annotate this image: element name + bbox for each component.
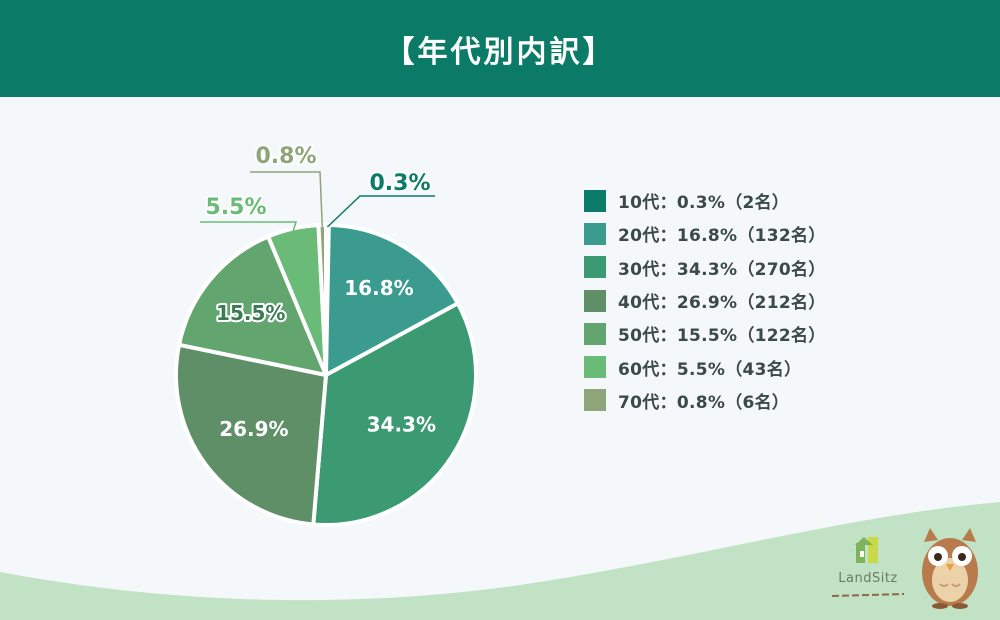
house-logo-icon bbox=[855, 537, 878, 563]
data-label-60代: 5.5% bbox=[205, 195, 266, 220]
legend-label: 30代：34.3%（270名） bbox=[618, 259, 826, 280]
brand-underline-icon bbox=[831, 593, 905, 597]
page-title: 【年代別内訳】 bbox=[384, 34, 616, 70]
data-label-10代: 0.3% bbox=[369, 171, 430, 196]
legend-item-50代: 50代：15.5%（122名） bbox=[584, 317, 826, 350]
legend-swatch bbox=[584, 256, 606, 279]
leader-line-10代 bbox=[326, 195, 435, 228]
legend-swatch bbox=[584, 222, 606, 245]
legend-label: 40代：26.9%（212名） bbox=[618, 293, 826, 314]
legend-label: 10代：0.3%（2名） bbox=[618, 193, 790, 214]
leader-line-60代 bbox=[200, 221, 298, 231]
brand-name: LandSitz bbox=[838, 571, 898, 586]
legend-swatch bbox=[584, 389, 606, 412]
owl-mascot-icon bbox=[922, 528, 978, 609]
legend-item-20代: 20代：16.8%（132名） bbox=[584, 217, 826, 250]
legend-swatch bbox=[584, 356, 606, 379]
pie-slice-20代 bbox=[324, 223, 460, 377]
brand-logo: LandSitz bbox=[826, 533, 910, 605]
legend-item-70代: 70代：0.8%（6名） bbox=[584, 384, 826, 417]
data-label-70代: 0.8% bbox=[255, 144, 316, 169]
data-label-50代: 15.5% bbox=[216, 301, 285, 325]
legend-swatch bbox=[584, 189, 606, 212]
legend-label: 20代：16.8%（132名） bbox=[618, 226, 826, 247]
header-bar: 【年代別内訳】 bbox=[0, 0, 1000, 97]
legend-label: 60代：5.5%（43名） bbox=[618, 359, 802, 380]
pie-slice-40代 bbox=[174, 342, 328, 527]
legend-item-10代: 10代：0.3%（2名） bbox=[584, 184, 826, 217]
legend-label: 50代：15.5%（122名） bbox=[618, 326, 826, 347]
data-label-20代: 16.8% bbox=[344, 276, 413, 300]
legend-item-30代: 30代：34.3%（270名） bbox=[584, 251, 826, 284]
leader-line-70代 bbox=[250, 171, 324, 228]
data-label-40代: 26.9% bbox=[219, 417, 288, 441]
pie-slice-30代 bbox=[311, 301, 478, 527]
legend-swatch bbox=[584, 322, 606, 345]
legend-item-60代: 60代：5.5%（43名） bbox=[584, 350, 826, 383]
legend-item-40代: 40代：26.9%（212名） bbox=[584, 284, 826, 317]
pie-slice-50代 bbox=[177, 234, 328, 377]
data-label-30代: 34.3% bbox=[367, 412, 436, 436]
legend-swatch bbox=[584, 289, 606, 312]
legend-label: 70代：0.8%（6名） bbox=[618, 392, 790, 413]
chart-legend: 10代：0.3%（2名） 20代：16.8%（132名） 30代：34.3%（270… bbox=[584, 184, 826, 417]
